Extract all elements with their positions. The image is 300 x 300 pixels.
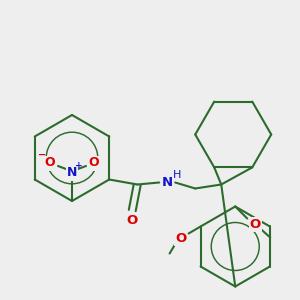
- Text: H: H: [173, 169, 182, 179]
- Text: O: O: [250, 218, 261, 231]
- Text: O: O: [45, 157, 55, 169]
- Text: N: N: [162, 176, 173, 189]
- Text: O: O: [127, 214, 138, 227]
- Text: −: −: [38, 150, 46, 160]
- Text: N: N: [67, 167, 77, 179]
- Text: +: +: [75, 161, 83, 170]
- Text: O: O: [89, 157, 99, 169]
- Text: O: O: [175, 232, 186, 245]
